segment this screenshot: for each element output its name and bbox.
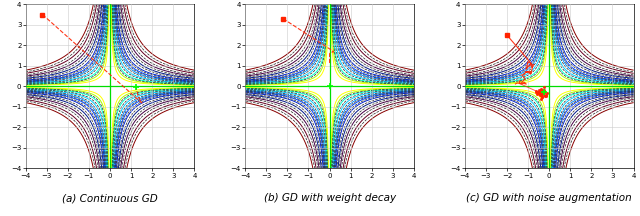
Text: (b) GD with weight decay: (b) GD with weight decay <box>264 193 396 203</box>
Text: (a) Continuous GD: (a) Continuous GD <box>62 193 158 203</box>
Text: (c) GD with noise augmentation: (c) GD with noise augmentation <box>467 193 632 203</box>
